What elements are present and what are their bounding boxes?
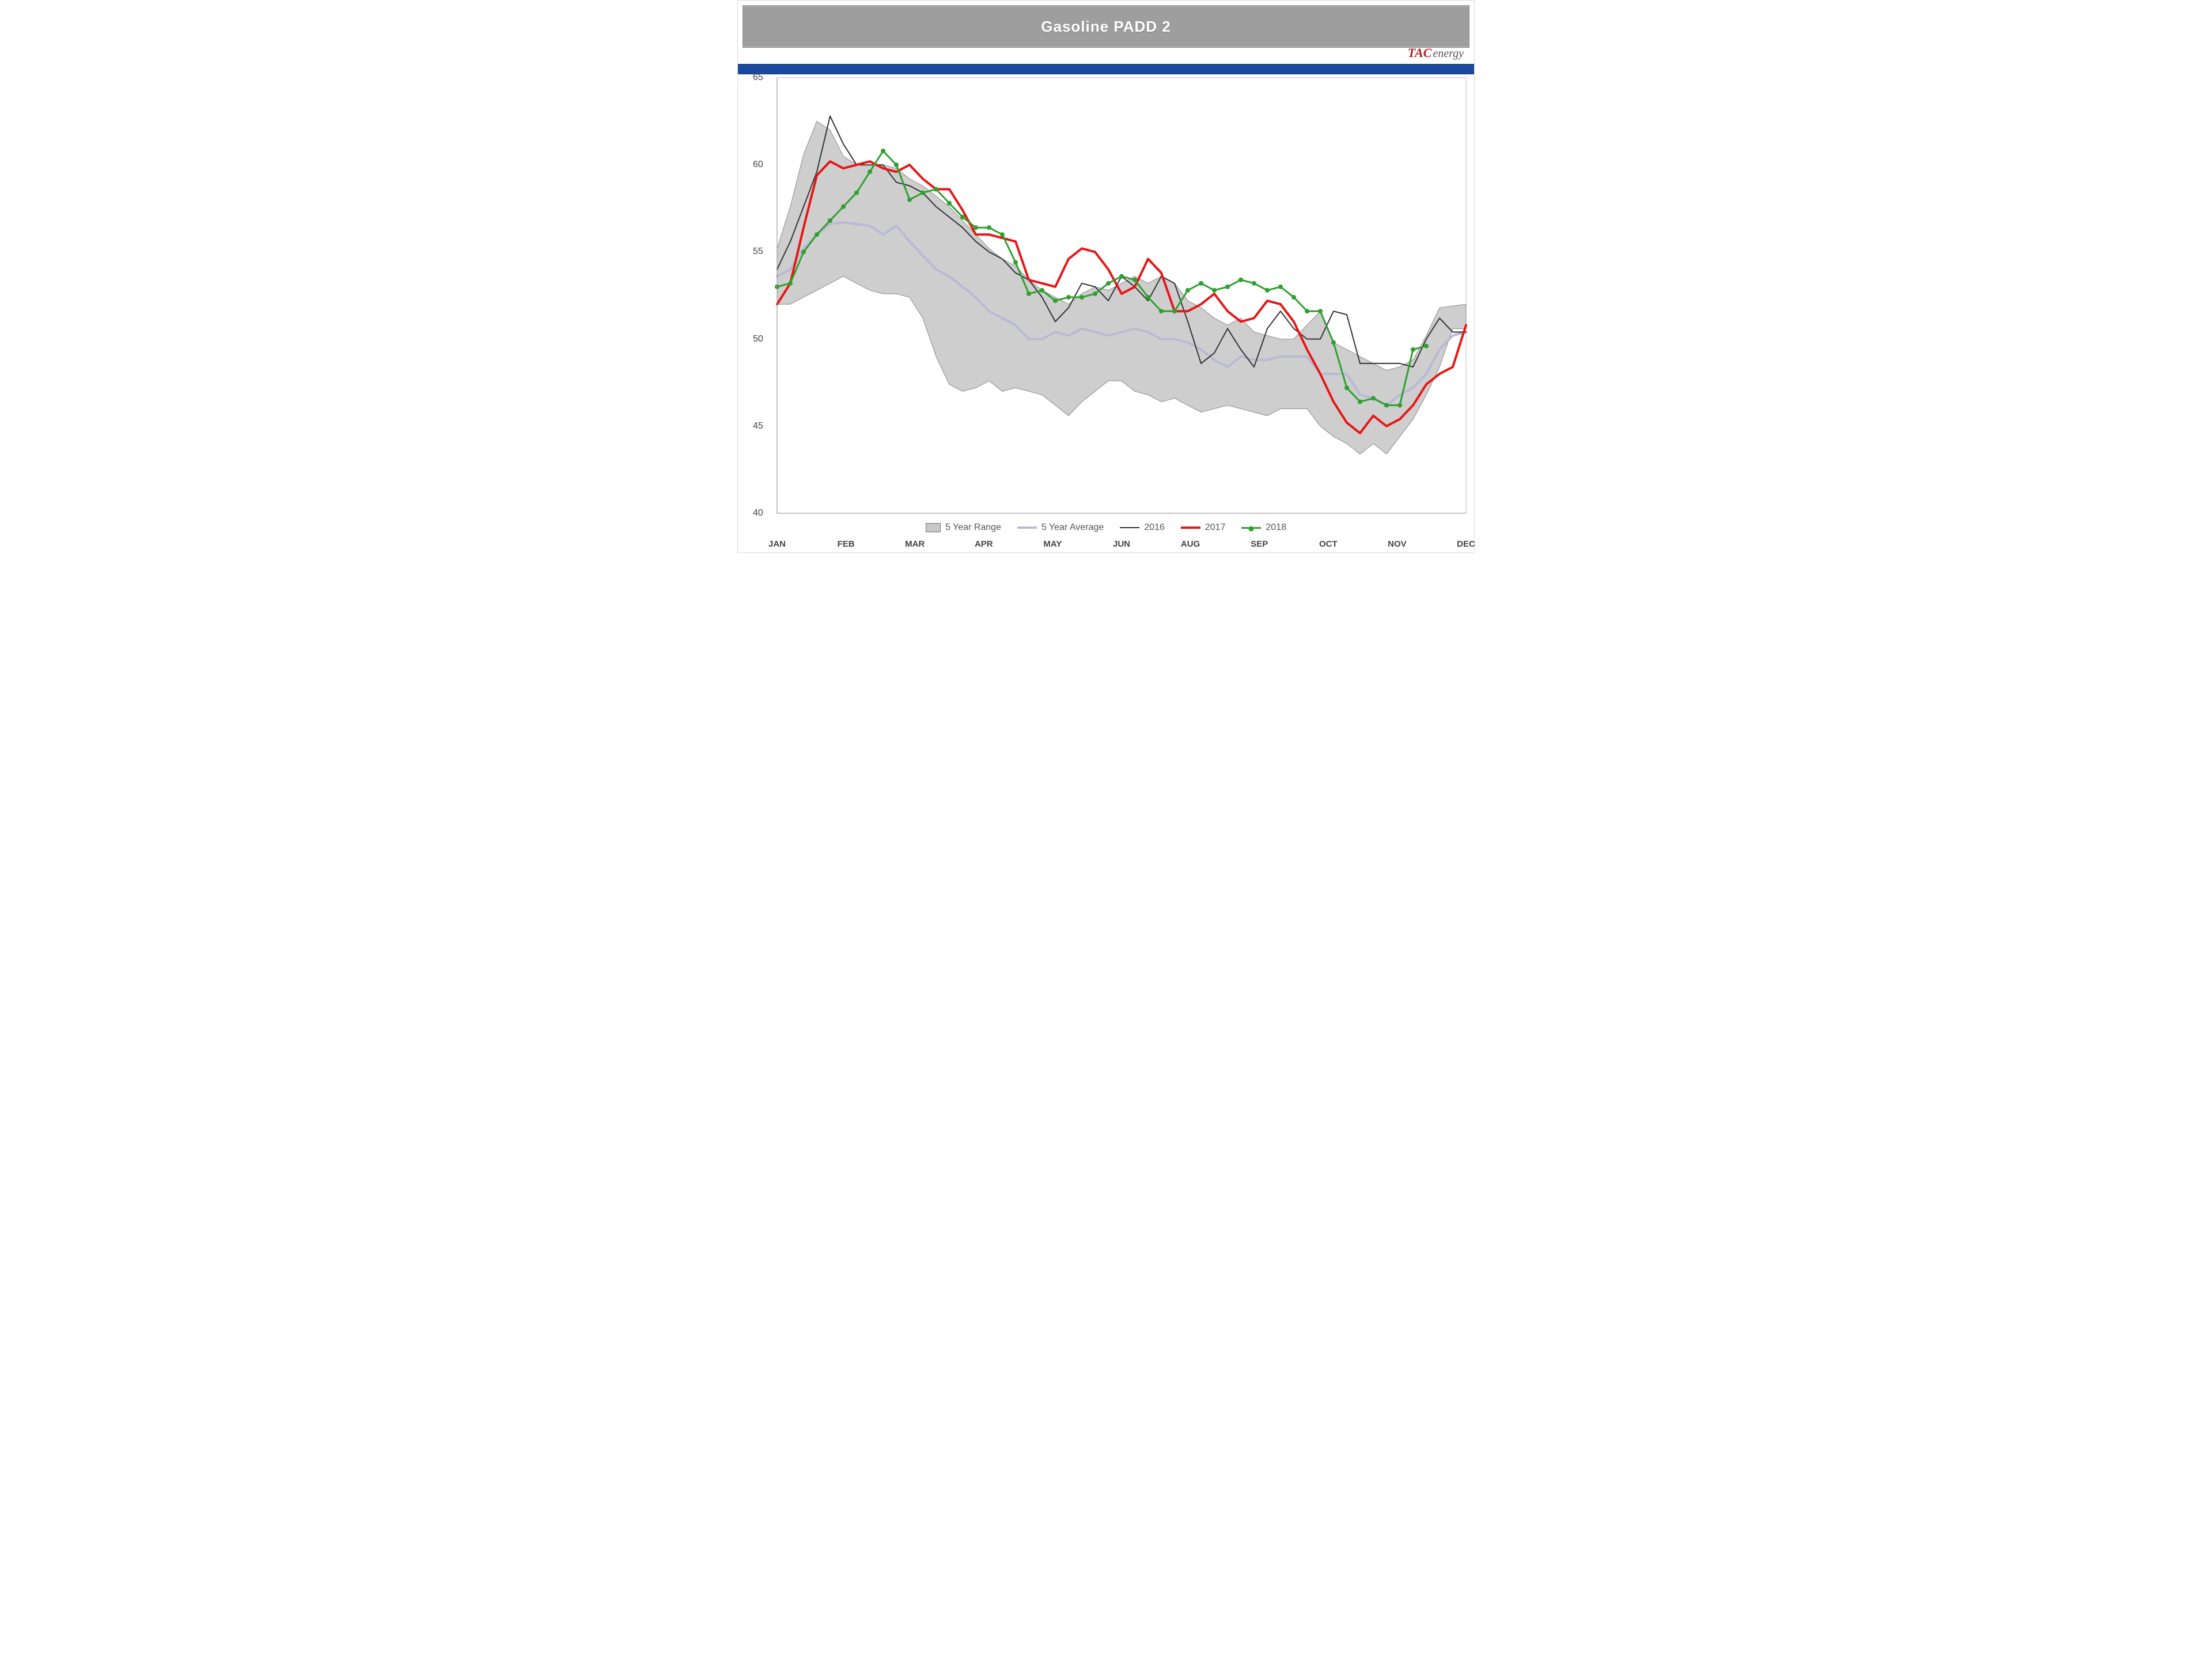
- legend-label: 2016: [1144, 522, 1165, 533]
- x-tick-label: OCT: [1319, 539, 1338, 549]
- line-swatch-icon: [1181, 527, 1200, 529]
- x-tick-label: APR: [975, 539, 993, 549]
- legend-label: 5 Year Range: [945, 522, 1001, 533]
- y-tick-label: 65: [753, 73, 763, 83]
- logo-part2: energy: [1433, 47, 1464, 60]
- x-tick-label: MAY: [1043, 539, 1062, 549]
- plot-svg: [738, 73, 1474, 552]
- avg-swatch-icon: [1017, 527, 1037, 529]
- legend-label: 2017: [1205, 522, 1226, 533]
- x-tick-label: FEB: [838, 539, 855, 549]
- legend-item-avg: 5 Year Average: [1017, 522, 1104, 533]
- legend: 5 Year Range 5 Year Average 2016 2017 20…: [738, 522, 1474, 533]
- chart-frame: Gasoline PADD 2 TAC energy 40 45 50 55 60 65 …: [737, 0, 1475, 553]
- x-tick-label: NOV: [1388, 539, 1407, 549]
- range-swatch-icon: [926, 523, 941, 532]
- x-tick-label: JAN: [768, 539, 786, 549]
- legend-item-range: 5 Year Range: [926, 522, 1001, 533]
- x-tick-label: AUG: [1181, 539, 1200, 549]
- title-bar: Gasoline PADD 2: [743, 5, 1469, 48]
- brand-logo: TAC energy: [1408, 46, 1464, 64]
- chart-title: Gasoline PADD 2: [743, 6, 1469, 47]
- line-swatch-icon: [1120, 527, 1139, 528]
- y-tick-label: 60: [753, 160, 763, 170]
- legend-item-2017: 2017: [1181, 522, 1226, 533]
- logo-part1: TAC: [1408, 46, 1432, 60]
- legend-label: 5 Year Average: [1041, 522, 1104, 533]
- y-tick-label: 50: [753, 334, 763, 344]
- y-tick-label: 45: [753, 421, 763, 431]
- legend-label: 2018: [1266, 522, 1286, 533]
- x-tick-label: SEP: [1251, 539, 1268, 549]
- legend-item-2018: 2018: [1241, 522, 1286, 533]
- marker-swatch-icon: [1241, 527, 1261, 529]
- y-tick-label: 40: [753, 508, 763, 518]
- x-tick-label: DEC: [1457, 539, 1475, 549]
- y-tick-label: 55: [753, 247, 763, 257]
- x-tick-label: MAR: [905, 539, 925, 549]
- x-tick-label: JUN: [1113, 539, 1130, 549]
- chart-area: 40 45 50 55 60 65 JAN FEB MAR APR MAY JUN AUG SEP OCT…: [738, 73, 1474, 552]
- legend-item-2016: 2016: [1120, 522, 1165, 533]
